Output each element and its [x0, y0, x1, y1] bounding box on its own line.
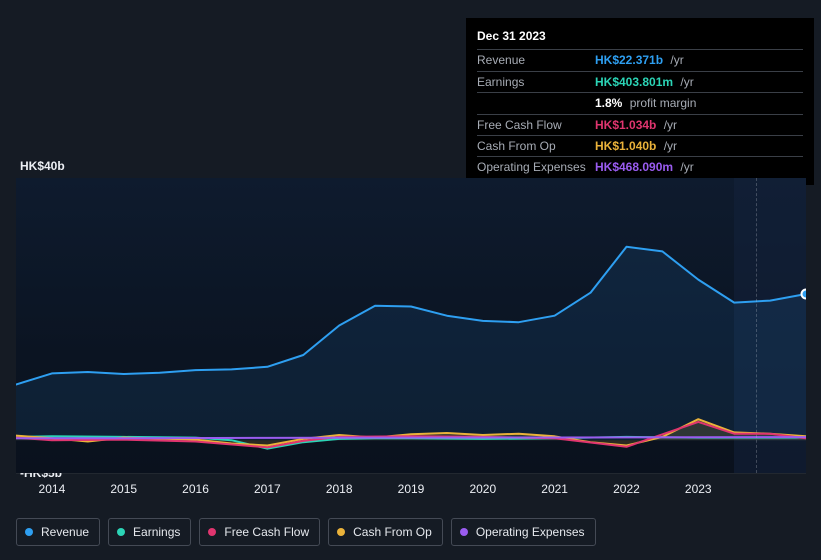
legend-dot-icon	[460, 528, 468, 536]
tooltip-row-label: Free Cash Flow	[477, 118, 595, 132]
legend-item-label: Operating Expenses	[476, 525, 585, 539]
legend-item-cash-from-op[interactable]: Cash From Op	[328, 518, 443, 546]
legend-item-label: Revenue	[41, 525, 89, 539]
tooltip-row-label: Earnings	[477, 75, 595, 89]
legend-dot-icon	[25, 528, 33, 536]
tooltip-row: Operating ExpensesHK$468.090m /yr	[477, 157, 803, 177]
chart-container: Dec 31 2023 RevenueHK$22.371b /yrEarning…	[0, 0, 821, 560]
chart-plot[interactable]	[16, 178, 806, 473]
gridline	[16, 473, 806, 474]
legend-dot-icon	[117, 528, 125, 536]
legend-dot-icon	[337, 528, 345, 536]
tooltip-row: RevenueHK$22.371b /yr	[477, 50, 803, 71]
legend-item-free-cash-flow[interactable]: Free Cash Flow	[199, 518, 320, 546]
tooltip-row: Free Cash FlowHK$1.034b /yr	[477, 115, 803, 136]
legend-item-label: Earnings	[133, 525, 180, 539]
x-axis-label: 2014	[39, 482, 66, 496]
y-axis-label: HK$40b	[20, 159, 65, 173]
hover-marker-line	[756, 178, 757, 473]
x-axis-label: 2018	[326, 482, 353, 496]
x-axis-label: 2023	[685, 482, 712, 496]
series-area	[16, 247, 806, 440]
tooltip-row-value: HK$1.034b /yr	[595, 118, 677, 132]
x-axis-label: 2017	[254, 482, 281, 496]
tooltip-date: Dec 31 2023	[477, 25, 803, 50]
x-axis-label: 2016	[182, 482, 209, 496]
tooltip-row-value: HK$22.371b /yr	[595, 53, 684, 67]
x-axis-label: 2015	[110, 482, 137, 496]
legend-item-operating-expenses[interactable]: Operating Expenses	[451, 518, 596, 546]
tooltip-row: Cash From OpHK$1.040b /yr	[477, 136, 803, 157]
x-axis-label: 2021	[541, 482, 568, 496]
tooltip-row-value: HK$403.801m /yr	[595, 75, 694, 89]
series-line	[16, 437, 806, 438]
legend-item-label: Free Cash Flow	[224, 525, 309, 539]
tooltip-row-label	[477, 96, 595, 110]
tooltip-row-label: Operating Expenses	[477, 160, 595, 174]
x-axis-label: 2022	[613, 482, 640, 496]
chart-tooltip: Dec 31 2023 RevenueHK$22.371b /yrEarning…	[466, 18, 814, 185]
x-axis-label: 2019	[398, 482, 425, 496]
tooltip-row-value: HK$1.040b /yr	[595, 139, 677, 153]
x-axis: 2014 2015 2016 2017 2018 2019 2020 2021 2022 2023	[16, 482, 806, 500]
tooltip-row-label: Cash From Op	[477, 139, 595, 153]
tooltip-row-label: Revenue	[477, 53, 595, 67]
series-end-marker	[802, 290, 807, 299]
chart-svg	[16, 178, 806, 473]
x-axis-label: 2020	[469, 482, 496, 496]
legend-item-revenue[interactable]: Revenue	[16, 518, 100, 546]
tooltip-row: EarningsHK$403.801m /yr	[477, 72, 803, 93]
legend-item-label: Cash From Op	[353, 525, 432, 539]
legend-item-earnings[interactable]: Earnings	[108, 518, 191, 546]
tooltip-row: 1.8% profit margin	[477, 93, 803, 114]
legend: Revenue Earnings Free Cash Flow Cash From O…	[16, 518, 596, 546]
legend-dot-icon	[208, 528, 216, 536]
tooltip-row-value: HK$468.090m /yr	[595, 160, 694, 174]
tooltip-row-value: 1.8% profit margin	[595, 96, 696, 110]
